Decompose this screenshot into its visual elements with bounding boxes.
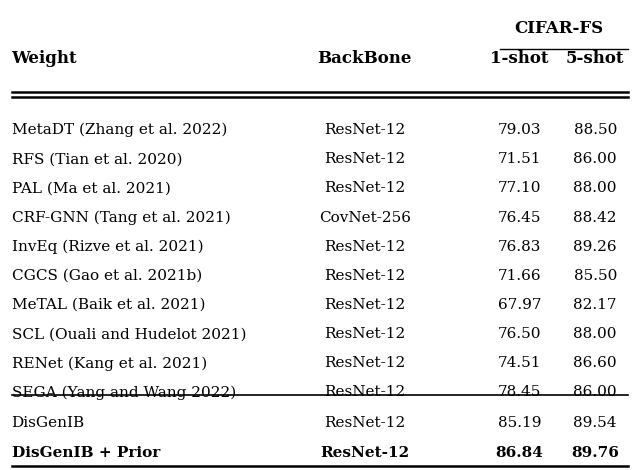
Text: BackBone: BackBone [317, 50, 412, 67]
Text: 88.00: 88.00 [573, 181, 617, 196]
Text: MeTAL (Baik et al. 2021): MeTAL (Baik et al. 2021) [12, 298, 205, 312]
Text: CovNet-256: CovNet-256 [319, 211, 411, 225]
Text: 76.45: 76.45 [498, 211, 541, 225]
Text: 85.50: 85.50 [573, 269, 617, 283]
Text: 77.10: 77.10 [498, 181, 541, 196]
Text: 79.03: 79.03 [498, 123, 541, 137]
Text: 82.17: 82.17 [573, 298, 617, 312]
Text: 78.45: 78.45 [498, 385, 541, 400]
Text: 89.26: 89.26 [573, 240, 617, 254]
Text: 86.84: 86.84 [496, 446, 543, 460]
Text: 89.76: 89.76 [572, 446, 619, 460]
Text: RENet (Kang et al. 2021): RENet (Kang et al. 2021) [12, 356, 207, 370]
Text: 86.60: 86.60 [573, 356, 617, 370]
Text: RFS (Tian et al. 2020): RFS (Tian et al. 2020) [12, 152, 182, 166]
Text: ResNet-12: ResNet-12 [324, 240, 405, 254]
Text: ResNet-12: ResNet-12 [324, 269, 405, 283]
Text: 88.42: 88.42 [573, 211, 617, 225]
Text: ResNet-12: ResNet-12 [324, 298, 405, 312]
Text: 89.54: 89.54 [573, 416, 617, 431]
Text: 71.51: 71.51 [498, 152, 541, 166]
Text: SEGA (Yang and Wang 2022): SEGA (Yang and Wang 2022) [12, 385, 236, 400]
Text: 85.19: 85.19 [498, 416, 541, 431]
Text: PAL (Ma et al. 2021): PAL (Ma et al. 2021) [12, 181, 170, 196]
Text: DisGenIB: DisGenIB [12, 416, 84, 431]
Text: ResNet-12: ResNet-12 [324, 123, 405, 137]
Text: ResNet-12: ResNet-12 [324, 327, 405, 341]
Text: DisGenIB + Prior: DisGenIB + Prior [12, 446, 160, 460]
Text: ResNet-12: ResNet-12 [324, 416, 405, 431]
Text: ResNet-12: ResNet-12 [324, 385, 405, 400]
Text: 86.00: 86.00 [573, 385, 617, 400]
Text: Weight: Weight [12, 50, 77, 67]
Text: SCL (Ouali and Hudelot 2021): SCL (Ouali and Hudelot 2021) [12, 327, 246, 341]
Text: CGCS (Gao et al. 2021b): CGCS (Gao et al. 2021b) [12, 269, 202, 283]
Text: ResNet-12: ResNet-12 [324, 181, 405, 196]
Text: 1-shot: 1-shot [490, 50, 549, 67]
Text: 71.66: 71.66 [498, 269, 541, 283]
Text: 74.51: 74.51 [498, 356, 541, 370]
Text: CIFAR-FS: CIFAR-FS [514, 20, 603, 37]
Text: MetaDT (Zhang et al. 2022): MetaDT (Zhang et al. 2022) [12, 123, 227, 137]
Text: ResNet-12: ResNet-12 [324, 152, 405, 166]
Text: 88.00: 88.00 [573, 327, 617, 341]
Text: 88.50: 88.50 [573, 123, 617, 137]
Text: ResNet-12: ResNet-12 [324, 356, 405, 370]
Text: InvEq (Rizve et al. 2021): InvEq (Rizve et al. 2021) [12, 240, 203, 254]
Text: CRF-GNN (Tang et al. 2021): CRF-GNN (Tang et al. 2021) [12, 211, 230, 225]
Text: ResNet-12: ResNet-12 [320, 446, 410, 460]
Text: 67.97: 67.97 [498, 298, 541, 312]
Text: 5-shot: 5-shot [566, 50, 625, 67]
Text: 76.50: 76.50 [498, 327, 541, 341]
Text: 76.83: 76.83 [498, 240, 541, 254]
Text: 86.00: 86.00 [573, 152, 617, 166]
